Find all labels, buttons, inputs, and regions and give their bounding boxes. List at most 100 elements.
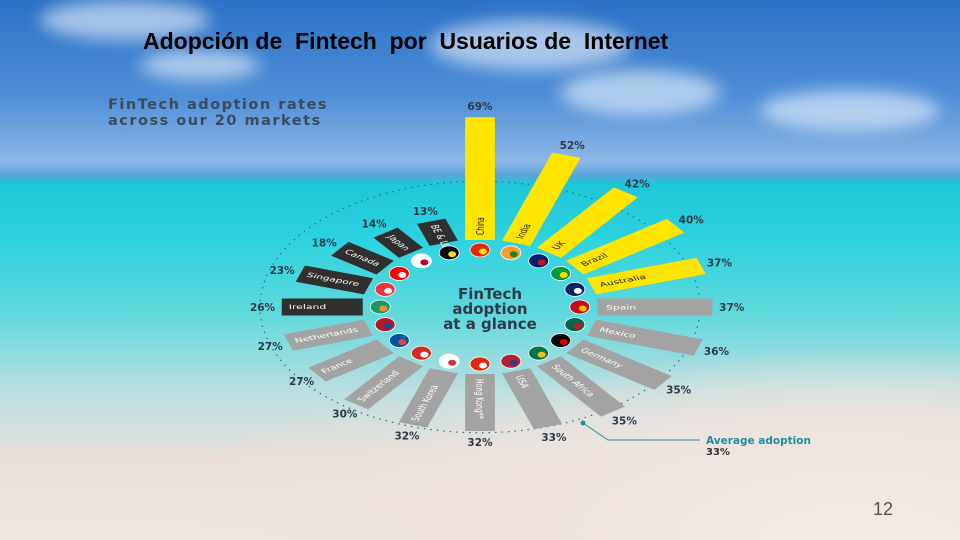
bar-group: Spain bbox=[597, 298, 713, 316]
bar bbox=[502, 368, 563, 430]
bar-group: Brazil bbox=[566, 218, 685, 275]
bar-group: USA bbox=[502, 368, 563, 430]
bar-group: Netherlands bbox=[283, 319, 374, 351]
value-label: 35% bbox=[612, 416, 638, 428]
bar bbox=[398, 368, 458, 428]
flag-icon bbox=[550, 333, 572, 348]
value-label: 30% bbox=[332, 408, 358, 420]
bar-category-label: UK bbox=[550, 240, 569, 251]
cloud bbox=[140, 50, 260, 80]
bar-group: Ireland bbox=[281, 298, 363, 316]
bar bbox=[308, 339, 394, 382]
bar-category-label: China bbox=[475, 217, 487, 235]
bar-group: UK bbox=[536, 187, 638, 258]
value-label: 37% bbox=[719, 302, 745, 314]
average-label: Average adoption bbox=[706, 435, 811, 447]
cloud bbox=[430, 20, 630, 70]
average-callout-line bbox=[582, 422, 700, 441]
value-label: 37% bbox=[707, 258, 733, 270]
bar-group: Mexico bbox=[586, 319, 703, 356]
bar-group: Singapore bbox=[295, 265, 374, 295]
value-label: 14% bbox=[362, 219, 388, 231]
center-label-line: at a glance bbox=[443, 315, 537, 333]
bar-group: Hong Kong** bbox=[465, 374, 495, 431]
flag-icon bbox=[500, 353, 522, 369]
bar bbox=[597, 298, 713, 316]
value-label: 32% bbox=[394, 430, 420, 442]
bar bbox=[536, 187, 638, 258]
bar bbox=[536, 356, 626, 417]
value-label: 40% bbox=[679, 214, 705, 226]
bar-category-label: Hong Kong** bbox=[472, 379, 484, 419]
page-number: 12 bbox=[873, 499, 894, 519]
bar bbox=[417, 218, 458, 246]
flag-icon bbox=[564, 281, 586, 297]
bar-category-label: Spain bbox=[606, 304, 636, 311]
flag-icon bbox=[388, 333, 410, 348]
bar bbox=[295, 265, 374, 295]
value-label: 27% bbox=[258, 341, 284, 353]
flag-icon bbox=[410, 345, 432, 361]
flag-icon bbox=[410, 253, 432, 269]
center-label-line: FinTech bbox=[458, 285, 522, 303]
bar-group: India bbox=[502, 152, 581, 246]
flag-icon bbox=[369, 299, 391, 315]
bar-group: Canada bbox=[331, 241, 394, 275]
bar bbox=[281, 298, 363, 316]
bar-group: Japan bbox=[373, 227, 424, 258]
bars: China IndiaUKBrazilAustraliaSpainMexicoGe… bbox=[281, 117, 713, 431]
bar bbox=[566, 339, 672, 390]
value-label: 36% bbox=[704, 346, 730, 358]
cloud bbox=[40, 0, 210, 40]
value-label: 18% bbox=[312, 237, 338, 249]
value-label: 23% bbox=[269, 265, 295, 277]
cloud bbox=[760, 90, 940, 130]
flag-icon bbox=[469, 242, 491, 258]
infographic-heading: FinTech adoption rates across our 20 mar… bbox=[108, 97, 329, 129]
value-label: 33% bbox=[541, 432, 567, 444]
flag-icon bbox=[469, 356, 491, 372]
value-label: 32% bbox=[467, 437, 493, 449]
bar bbox=[566, 218, 685, 275]
bar bbox=[586, 319, 703, 356]
bar-category-label: Ireland bbox=[289, 304, 327, 311]
slide-title: Adopción de Fintech por Usuarios de Inte… bbox=[143, 28, 669, 54]
bar bbox=[344, 356, 424, 410]
flag-icon bbox=[569, 299, 591, 315]
value-labels: 69% 52% 42% 40% 37% 37% 36% 35% 35% 33% 32% 32% 30% 2… bbox=[250, 101, 745, 449]
bar bbox=[331, 241, 394, 275]
bar bbox=[283, 319, 374, 351]
bar-group: Australia bbox=[586, 257, 706, 295]
flag-icon bbox=[528, 345, 550, 361]
flag-icon bbox=[438, 353, 460, 369]
average-marker bbox=[580, 420, 586, 426]
flag-icon bbox=[528, 253, 550, 269]
value-label: 42% bbox=[625, 178, 651, 190]
value-label: 13% bbox=[413, 206, 439, 218]
bar bbox=[465, 117, 495, 240]
value-label: 26% bbox=[250, 302, 276, 314]
center-label-line: adoption bbox=[452, 300, 527, 318]
flag-icon bbox=[550, 266, 572, 281]
flag-icon bbox=[388, 266, 410, 281]
flag-icon bbox=[374, 317, 396, 333]
bar-group: China bbox=[465, 117, 495, 240]
flag-icon bbox=[438, 245, 460, 261]
cloud bbox=[560, 70, 720, 115]
value-label: 69% bbox=[467, 101, 493, 113]
value-label: 52% bbox=[560, 140, 586, 152]
average-value: 33% bbox=[706, 447, 730, 458]
flag-icon bbox=[500, 245, 522, 261]
bar-group: France bbox=[308, 339, 394, 382]
bar bbox=[502, 152, 581, 246]
bar bbox=[373, 227, 424, 258]
flag-icon bbox=[374, 281, 396, 297]
value-label: 27% bbox=[289, 376, 315, 388]
bar-category-label: USA bbox=[512, 375, 531, 389]
bar bbox=[586, 257, 706, 295]
flag-icon bbox=[564, 317, 586, 333]
value-label: 35% bbox=[666, 384, 692, 396]
bar bbox=[465, 374, 495, 431]
